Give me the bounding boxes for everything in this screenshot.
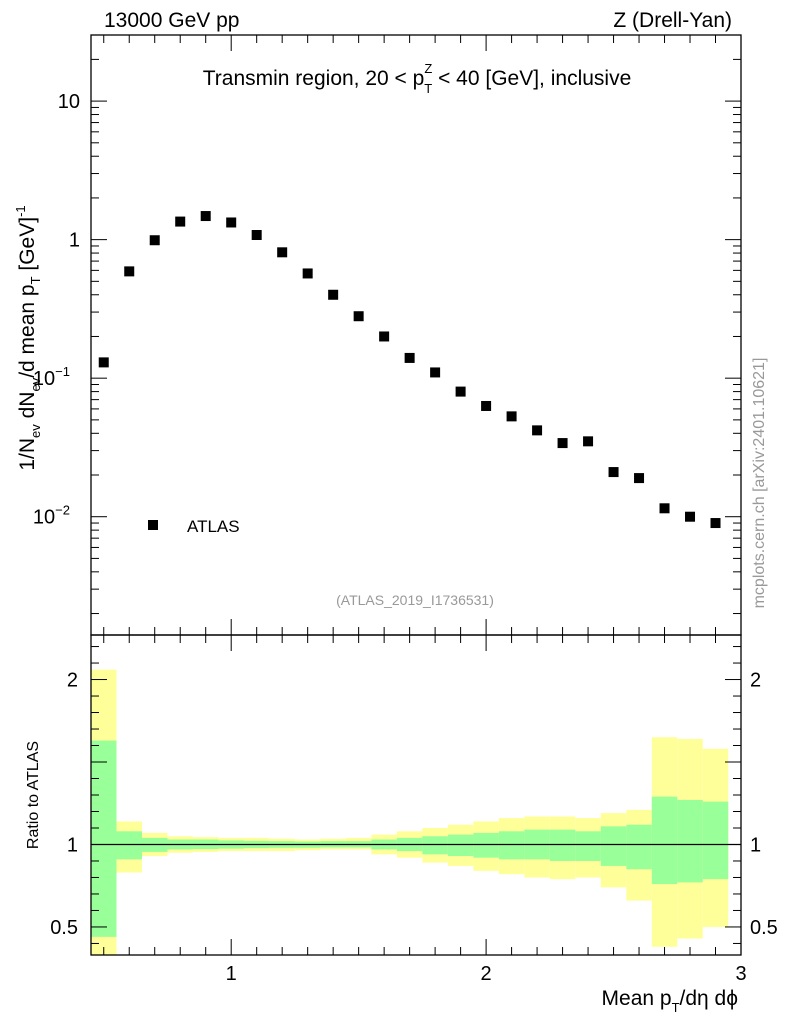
data-point (328, 289, 339, 300)
data-point (404, 352, 415, 363)
main-y-tick-label: 10−1 (33, 364, 70, 390)
main-title: Transmin region, 20 < pZ T < 40 [GeV], in… (203, 61, 632, 96)
atlas-data-points (98, 211, 721, 529)
data-point (251, 230, 262, 241)
uncertainty-band-segment (702, 801, 729, 880)
uncertainty-band-segment (422, 836, 448, 855)
ratio-y-axis: 0.5 0.5 1 1 2 2 (50, 646, 778, 944)
x-tick-label: 1 (226, 963, 237, 985)
data-point (481, 400, 492, 411)
data-point (124, 266, 135, 277)
uncertainty-band-segment (91, 740, 117, 937)
data-point (98, 357, 109, 368)
main-y-axis-label: 1/Nev dNev/d mean pT [GeV]-1 (13, 205, 43, 470)
uncertainty-band-segment (677, 799, 703, 883)
data-point (659, 503, 670, 514)
uncertainty-band-segment (626, 824, 652, 870)
legend-marker-square (148, 520, 158, 530)
data-point (710, 518, 721, 529)
uncertainty-band-segment (473, 832, 499, 858)
ratio-y-axis-label: Ratio to ATLAS (25, 741, 42, 849)
main-plot-frame (90, 34, 742, 636)
data-point (200, 211, 211, 222)
ratio-plot-frame (90, 634, 742, 956)
ratio-y-tick-label: 0.5 (50, 917, 78, 939)
header-left: 13000 GeV pp (104, 9, 239, 32)
header-right: Z (Drell-Yan) (613, 9, 732, 32)
main-x-ticks (103, 35, 742, 635)
main-y-tick-label: 10 (58, 91, 80, 113)
ratio-y-tick-label: 2 (67, 670, 78, 692)
uncertainty-band-segment (575, 831, 601, 861)
main-y-tick-label: 1 (69, 230, 80, 252)
ratio-panel: 0.5 0.5 1 1 2 2 1 2 3 Ratio to ATLAS Mean pT/dη… (25, 634, 778, 1015)
uncertainty-band-segment (549, 829, 576, 861)
uncertainty-band-segment (498, 831, 525, 860)
data-point (302, 268, 313, 279)
data-point (557, 438, 568, 449)
data-point (277, 247, 288, 258)
ratio-y-tick-label-right: 0.5 (750, 917, 778, 939)
data-point (532, 425, 543, 436)
data-point (634, 473, 645, 484)
data-point (353, 311, 364, 322)
data-point (379, 331, 390, 342)
ratio-y-tick-label: 1 (67, 834, 78, 856)
data-point (226, 217, 237, 228)
uncertainty-band-segment (651, 796, 678, 885)
data-point (149, 235, 160, 246)
ratio-y-tick-label-right: 1 (750, 834, 761, 856)
uncertainty-band-segment (116, 831, 142, 860)
main-y-tick-label: 10−2 (33, 503, 70, 529)
main-y-axis: 10 1 10−1 10−2 (33, 34, 741, 615)
data-point (175, 216, 186, 227)
data-point (430, 367, 441, 378)
x-tick-label: 3 (735, 963, 746, 985)
ratio-y-tick-label-right: 2 (750, 670, 761, 692)
data-point (455, 386, 466, 397)
legend: ATLAS (148, 517, 240, 536)
data-point (583, 436, 594, 447)
x-axis-label: Mean pT/dη dϕ (602, 987, 738, 1015)
x-tick-label: 2 (481, 963, 492, 985)
data-point (685, 511, 696, 522)
data-point (608, 467, 619, 478)
uncertainty-bands (91, 669, 729, 955)
main-panel: 10 1 10−1 10−2 Transmin region, 20 < pZ T < … (13, 34, 742, 636)
uncertainty-band-segment (600, 826, 627, 866)
data-point (506, 411, 517, 422)
ratio-x-axis: 1 2 3 (103, 635, 747, 985)
analysis-id: (ATLAS_2019_I1736531) (336, 592, 494, 608)
uncertainty-band-segment (447, 834, 474, 857)
legend-label: ATLAS (187, 517, 240, 536)
watermark: mcplots.cern.ch [arXiv:2401.10621] (751, 358, 768, 609)
